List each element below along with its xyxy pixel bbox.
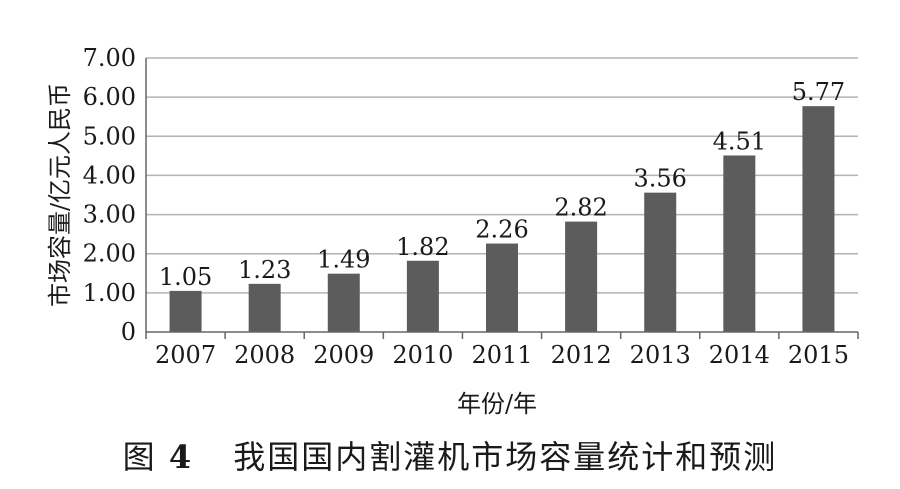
bar [406, 260, 439, 332]
data-label: 2.26 [475, 216, 528, 244]
data-label: 1.23 [238, 256, 291, 284]
bar [486, 243, 518, 332]
data-label: 5.77 [792, 78, 845, 106]
x-axis-title: 年份/年 [457, 390, 537, 418]
bar [248, 283, 281, 332]
y-axis-title: 市场容量/亿元人民币 [46, 83, 74, 307]
data-label: 1.82 [396, 233, 449, 261]
bar [644, 192, 677, 332]
axes [145, 58, 859, 339]
x-tick-label: 2013 [630, 341, 691, 369]
y-tick-label: 2.00 [83, 240, 136, 268]
bar [723, 155, 756, 332]
bar [802, 106, 835, 332]
gridlines [146, 57, 858, 294]
x-tick-label: 2009 [313, 341, 374, 369]
figure-number: 4 [168, 438, 194, 476]
data-label: 4.51 [713, 127, 766, 155]
bar [169, 290, 202, 332]
x-tick-label: 2010 [392, 341, 453, 369]
data-label: 2.82 [554, 194, 607, 222]
data-label: 1.05 [159, 263, 212, 291]
x-tick-label: 2007 [155, 341, 216, 369]
y-tick-label: 1.00 [83, 279, 136, 307]
y-tick-label: 6.00 [83, 83, 136, 111]
x-tick-label: 2011 [471, 341, 532, 369]
bar-chart: 0 1.00 2.00 3.00 4.00 5.00 6.00 7.00 1.05 2007 1.2… [46, 44, 859, 418]
x-tick-label: 2008 [234, 341, 295, 369]
x-tick-label: 2012 [551, 341, 612, 369]
x-tick-label: 2015 [788, 341, 849, 369]
labels: 0 1.00 2.00 3.00 4.00 5.00 6.00 7.00 1.05 2007 1.2… [83, 44, 849, 369]
y-tick-label: 4.00 [83, 161, 136, 189]
figure-label: 图 [122, 438, 157, 476]
figure-caption: 图 4 我国国内割灌机市场容量统计和预测 [0, 432, 900, 478]
data-label: 1.49 [317, 246, 370, 274]
y-tick-label: 3.00 [83, 201, 136, 229]
bar [327, 273, 360, 332]
y-tick-label: 5.00 [83, 122, 136, 150]
figure-title: 我国国内割灌机市场容量统计和预测 [233, 438, 778, 476]
data-label: 3.56 [634, 165, 687, 193]
bars [169, 106, 835, 332]
bar [565, 221, 598, 332]
x-tick-label: 2014 [709, 341, 770, 369]
y-tick-label: 7.00 [83, 44, 136, 72]
y-tick-label: 0 [121, 318, 136, 346]
